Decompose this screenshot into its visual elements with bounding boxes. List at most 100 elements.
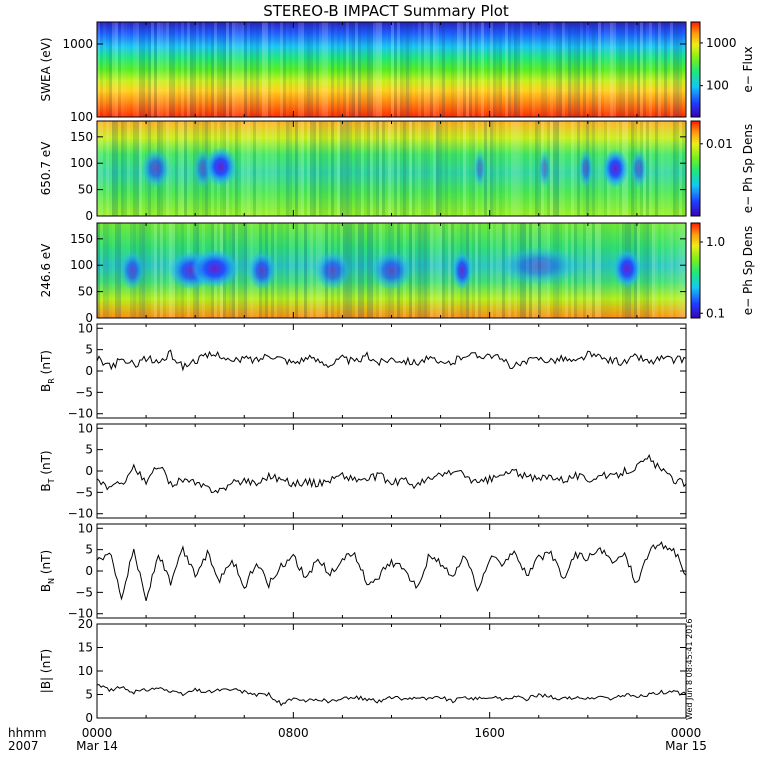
heatmap-streak xyxy=(673,223,676,318)
heatmap-streak xyxy=(229,22,232,117)
heatmap-streak xyxy=(139,22,142,117)
heatmap-streak xyxy=(145,223,148,318)
heatmap-streak xyxy=(667,223,670,318)
heatmap-streak xyxy=(436,223,439,318)
heatmap-streak xyxy=(157,22,160,117)
heatmap-streak xyxy=(379,22,382,117)
heatmap-streak xyxy=(472,121,475,216)
heatmap-streak xyxy=(304,121,307,216)
heatmap-streak xyxy=(565,121,568,216)
heatmap-streak xyxy=(295,22,298,117)
heatmap-streak xyxy=(442,223,445,318)
heatmap-streak xyxy=(670,121,673,216)
heatmap-streak xyxy=(127,121,130,216)
panel-bt: 10 5 0 −5 −10 BT (nT) xyxy=(39,421,687,521)
heatmap-streak xyxy=(181,121,184,216)
heatmap-streak xyxy=(187,121,190,216)
heatmap-streak xyxy=(232,22,235,117)
heatmap-streak xyxy=(286,121,289,216)
heatmap-streak xyxy=(607,22,610,117)
heatmap-streak xyxy=(160,223,163,318)
heatmap-streak xyxy=(166,22,169,117)
heatmap-streak xyxy=(667,22,670,117)
heatmap-streak xyxy=(298,223,301,318)
heatmap-minima xyxy=(120,246,642,290)
heatmap-streak xyxy=(655,22,658,117)
heatmap-streak xyxy=(313,22,316,117)
heatmap-streak xyxy=(400,121,403,216)
heatmap-streak xyxy=(679,121,682,216)
heatmap-streak xyxy=(118,121,121,216)
heatmap-streak xyxy=(535,22,538,117)
heatmap-streak xyxy=(103,121,106,216)
heatmap-streak xyxy=(430,121,433,216)
heatmap-streak xyxy=(136,121,139,216)
heatmap-streak xyxy=(520,121,523,216)
heatmap-streak xyxy=(250,121,253,216)
heatmap-streak xyxy=(598,121,601,216)
y-tick-label: 20 xyxy=(78,617,93,631)
heatmap-background xyxy=(97,22,686,117)
heatmap-streak xyxy=(649,121,652,216)
heatmap-streak xyxy=(478,22,481,117)
heatmap-streak xyxy=(208,22,211,117)
heatmap-streak xyxy=(553,22,556,117)
heatmap-streak xyxy=(577,121,580,216)
heatmap-streak xyxy=(283,223,286,318)
heatmap-streak xyxy=(388,22,391,117)
y-tick-label: 10 xyxy=(78,421,93,435)
heatmap-streak xyxy=(97,223,100,318)
colorbar xyxy=(690,21,701,118)
heatmap-streak xyxy=(538,22,541,117)
heatmap-streak xyxy=(496,223,499,318)
heatmap-streak xyxy=(409,22,412,117)
heatmap-streak xyxy=(580,223,583,318)
heatmap-streak xyxy=(652,223,655,318)
heatmap-streak xyxy=(682,22,685,117)
heatmap-streak xyxy=(523,22,526,117)
heatmap-streak xyxy=(664,22,667,117)
heatmap-streak xyxy=(454,22,457,117)
heatmap-streak xyxy=(115,22,118,117)
heatmap-streak xyxy=(673,121,676,216)
heatmap-streak xyxy=(181,22,184,117)
heatmap-streak xyxy=(409,121,412,216)
heatmap-streak xyxy=(586,223,589,318)
heatmap-streak xyxy=(604,223,607,318)
heatmap-streak xyxy=(100,223,103,318)
heatmap-streak xyxy=(643,223,646,318)
heatmap-streak xyxy=(460,121,463,216)
heatmap-streak xyxy=(298,121,301,216)
heatmap-streak xyxy=(328,121,331,216)
heatmap-streak xyxy=(451,22,454,117)
y-tick-label: 100 xyxy=(70,258,93,272)
heatmap-streak xyxy=(457,121,460,216)
heatmap-minimum xyxy=(314,251,351,290)
heatmap-streak xyxy=(559,121,562,216)
heatmap-streak xyxy=(403,121,406,216)
heatmap-streak xyxy=(601,22,604,117)
y-axis-label: SWEA (eV) xyxy=(39,37,53,101)
y-tick-label: 5 xyxy=(85,688,93,702)
plot-background xyxy=(97,424,686,518)
heatmap-streak xyxy=(370,22,373,117)
heatmap-streak xyxy=(325,121,328,216)
y-tick-label: 5 xyxy=(85,443,93,457)
heatmap-streak xyxy=(373,121,376,216)
heatmap-streak xyxy=(427,223,430,318)
heatmap-streak xyxy=(148,22,151,117)
heatmap-streak xyxy=(247,121,250,216)
heatmap-streak xyxy=(97,22,100,117)
heatmap-streak xyxy=(652,22,655,117)
time-axis-corner-top: hhmm xyxy=(8,726,47,740)
heatmap-streak xyxy=(670,223,673,318)
y-axis-label: BR (nT) xyxy=(39,350,56,392)
y-label-main: B xyxy=(39,384,53,392)
heatmap-streak xyxy=(277,22,280,117)
heatmap-streak xyxy=(115,121,118,216)
heatmap-streak xyxy=(373,22,376,117)
heatmap-streak xyxy=(490,22,493,117)
heatmap-streak xyxy=(397,121,400,216)
heatmap-streak xyxy=(508,121,511,216)
